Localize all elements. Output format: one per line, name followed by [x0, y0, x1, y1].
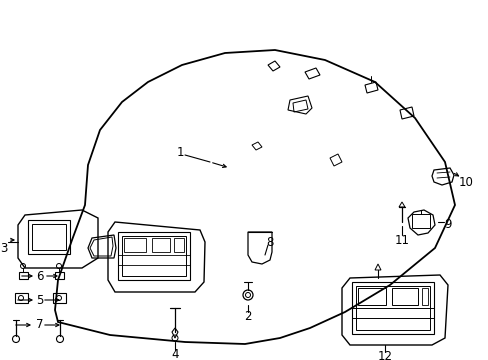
Text: 3: 3 [0, 242, 8, 255]
Bar [53, 293, 66, 303]
Text: 12: 12 [377, 350, 392, 360]
Bar [357, 288, 385, 305]
Text: 6: 6 [36, 270, 43, 283]
Text: 9: 9 [443, 219, 451, 231]
Bar [55, 272, 64, 279]
Bar [28, 220, 70, 254]
Bar [152, 238, 170, 252]
Bar [174, 238, 183, 252]
Text: 5: 5 [36, 293, 43, 306]
Text: 4: 4 [171, 347, 179, 360]
Bar [355, 286, 429, 330]
Bar [32, 224, 66, 250]
Bar [122, 236, 185, 276]
Bar [351, 282, 433, 334]
Bar [19, 272, 28, 279]
Text: 10: 10 [458, 175, 472, 189]
Text: 7: 7 [36, 319, 43, 332]
Bar [421, 288, 427, 305]
Text: 8: 8 [266, 235, 273, 248]
Text: 11: 11 [394, 234, 408, 247]
Bar [15, 293, 28, 303]
Bar [411, 214, 429, 228]
Bar [124, 238, 146, 252]
Text: 2: 2 [244, 310, 251, 323]
Bar [391, 288, 417, 305]
Bar [118, 232, 190, 280]
Text: 1: 1 [176, 145, 183, 158]
